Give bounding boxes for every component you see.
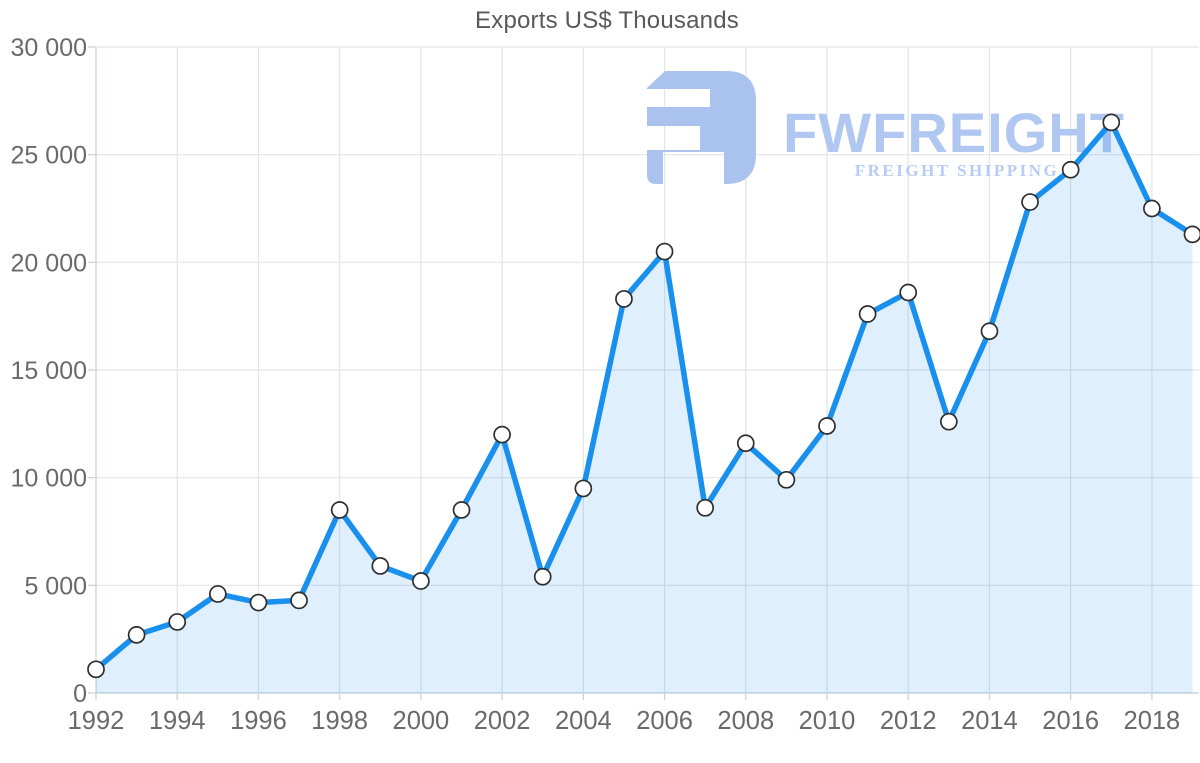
data-point-2009[interactable] — [777, 470, 796, 489]
y-axis-label: 15 000 — [11, 357, 87, 385]
data-point-2008[interactable] — [736, 434, 755, 453]
axis-labels: 0 5 000 10 000 15 000 20 000 25 000 30 000 1992… — [11, 34, 1181, 735]
y-axis-label: 10 000 — [11, 465, 87, 493]
y-axis-label: 0 — [73, 680, 87, 708]
x-axis-label: 2012 — [880, 707, 937, 735]
data-point-2018[interactable] — [1143, 199, 1161, 218]
x-axis-label: 2006 — [636, 707, 693, 735]
chart-title: Exports US$ Thousands — [475, 7, 739, 34]
data-point-2005[interactable] — [615, 290, 633, 308]
x-axis-label: 2016 — [1042, 707, 1099, 735]
data-point-2007[interactable] — [696, 498, 715, 517]
data-point-1996[interactable] — [249, 593, 268, 612]
data-point-2019[interactable] — [1183, 225, 1200, 244]
x-axis-label: 2018 — [1124, 707, 1181, 735]
data-point-1992[interactable] — [87, 660, 105, 679]
x-axis-label: 2000 — [393, 707, 450, 735]
x-axis-label: 1992 — [68, 707, 125, 735]
brand-name-text: FWFREIGHT — [783, 101, 1125, 164]
data-point-2001[interactable] — [452, 501, 471, 519]
data-point-2004[interactable] — [574, 479, 593, 498]
x-axis-label: 2010 — [799, 707, 856, 735]
y-axis-label: 5 000 — [24, 572, 87, 600]
fwfreight-logo-icon — [647, 71, 756, 184]
data-point-1997[interactable] — [290, 591, 308, 610]
y-axis-label: 20 000 — [11, 249, 87, 277]
data-point-2017[interactable] — [1102, 113, 1121, 132]
x-axis-label: 2014 — [961, 707, 1018, 735]
y-axis-label: 30 000 — [11, 34, 87, 62]
data-point-1999[interactable] — [371, 557, 390, 575]
data-point-2002[interactable] — [493, 425, 511, 444]
data-point-2010[interactable] — [818, 417, 836, 435]
data-point-2003[interactable] — [533, 567, 552, 586]
data-point-2016[interactable] — [1061, 160, 1080, 179]
x-axis-label: 2008 — [717, 707, 774, 735]
x-axis-label: 1998 — [311, 707, 368, 735]
x-axis-label: 2004 — [555, 707, 612, 735]
data-point-1994[interactable] — [168, 613, 187, 631]
x-axis-label: 2002 — [474, 707, 531, 735]
data-point-1993[interactable] — [127, 626, 146, 644]
data-point-2006[interactable] — [655, 242, 674, 261]
data-point-1998[interactable] — [330, 501, 349, 519]
x-axis-label: 1996 — [230, 707, 287, 735]
data-point-2012[interactable] — [899, 283, 918, 302]
y-axis-label: 25 000 — [11, 142, 87, 170]
data-point-2015[interactable] — [1021, 193, 1039, 211]
data-point-2000[interactable] — [412, 572, 430, 590]
data-point-1995[interactable] — [208, 585, 227, 603]
brand-tagline-text: FREIGHT SHIPPING — [855, 161, 1060, 180]
data-point-2014[interactable] — [980, 322, 999, 341]
data-point-2013[interactable] — [939, 412, 958, 431]
x-axis-label: 1994 — [149, 707, 206, 735]
plot-area — [87, 113, 1200, 693]
trend-line — [93, 119, 1196, 673]
area-fill — [96, 122, 1193, 693]
brand-watermark: FWFREIGHT FREIGHT SHIPPING — [647, 71, 1125, 184]
data-point-2011[interactable] — [858, 305, 877, 323]
